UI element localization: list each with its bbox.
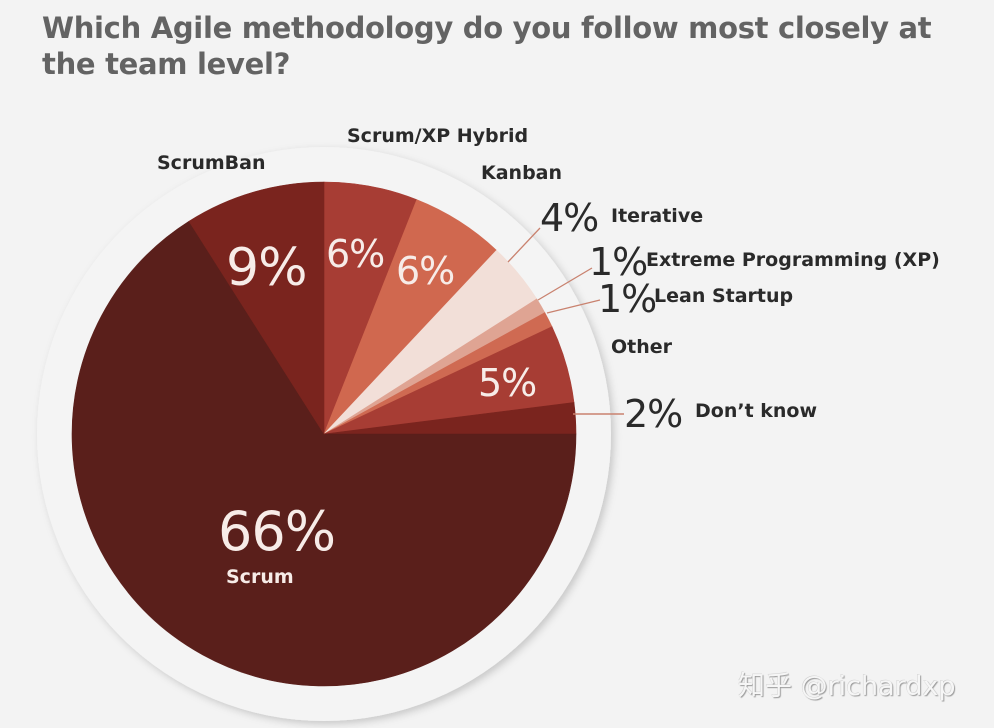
pie-slices (71, 181, 577, 687)
label-kanban: Kanban (481, 162, 563, 184)
pct-kanban: 6% (396, 249, 455, 293)
pct-lean-startup: 1% (598, 277, 657, 321)
label-lean-startup: Lean Startup (654, 285, 794, 307)
chart-title: Which Agile methodology do you follow mo… (42, 11, 932, 81)
leader-line-xp (537, 267, 593, 301)
watermark: 知乎 @richardxp (738, 671, 956, 702)
label-scrumban: ScrumBan (157, 152, 266, 174)
leader-line-iterative (507, 227, 541, 263)
pct-iterative: 4% (540, 196, 599, 240)
label-xp: Extreme Programming (XP) (646, 249, 940, 271)
label-iterative: Iterative (611, 205, 704, 227)
label-scrum-xp-hybrid: Scrum/XP Hybrid (347, 125, 529, 147)
pie-slice-scrum (71, 220, 577, 687)
pct-dont-know: 2% (624, 392, 683, 436)
pct-xp: 1% (589, 240, 648, 284)
leader-line-lean-startup (546, 299, 601, 314)
pct-scrum-xp-hybrid: 6% (326, 232, 385, 276)
label-dont-know: Don’t know (695, 400, 818, 422)
label-scrum: Scrum (226, 566, 294, 588)
pct-scrumban: 9% (226, 238, 307, 298)
pct-scrum: 66% (218, 500, 336, 563)
label-other: Other (611, 336, 673, 358)
pie-slice-scrumban (188, 181, 325, 436)
pct-other: 5% (478, 361, 537, 405)
